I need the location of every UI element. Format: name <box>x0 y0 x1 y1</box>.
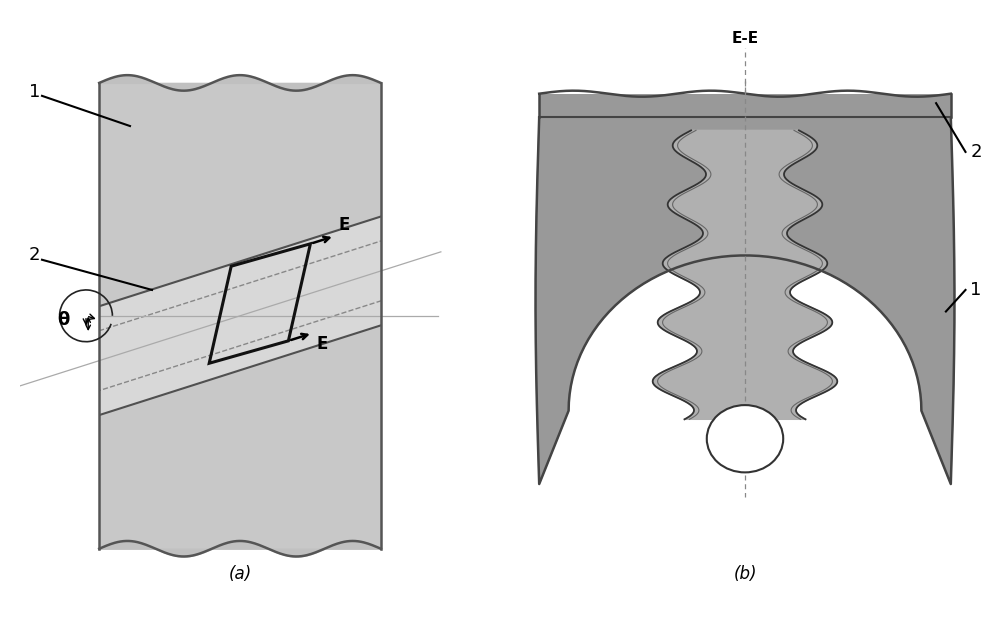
Text: (a): (a) <box>228 565 252 583</box>
Text: E: E <box>339 216 350 234</box>
Circle shape <box>707 405 783 472</box>
Polygon shape <box>0 193 486 439</box>
Text: 2: 2 <box>29 247 40 264</box>
Polygon shape <box>653 130 837 419</box>
Polygon shape <box>536 117 954 484</box>
Text: E: E <box>317 335 328 353</box>
Text: E-E: E-E <box>731 31 759 46</box>
Text: (b): (b) <box>733 565 757 583</box>
Text: 1: 1 <box>970 281 982 299</box>
Polygon shape <box>99 83 381 549</box>
Text: $\mathbf{\theta}$: $\mathbf{\theta}$ <box>57 311 71 329</box>
Polygon shape <box>539 93 951 117</box>
Text: 1: 1 <box>29 82 40 100</box>
Text: 2: 2 <box>970 143 982 161</box>
